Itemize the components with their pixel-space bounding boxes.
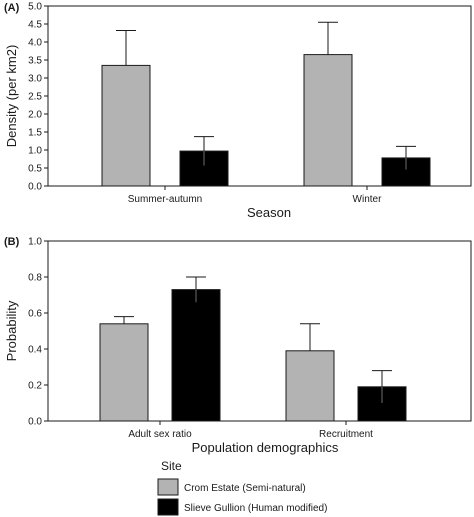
- panel-a-bar-crom-1: [303, 54, 353, 187]
- panel-a-y-tick-label: 4.0: [28, 38, 42, 49]
- panel-a: (A) Density (per km2) Season 0.0 0.5 1.0 1.…: [4, 2, 472, 220]
- panel-a-y-tick-label: 2.0: [28, 110, 42, 121]
- panel-b-plot-frame: [47, 240, 472, 422]
- panel-b-y-tick-label: 0.0: [28, 417, 42, 428]
- panel-a-y-axis-label: Density (per km2): [4, 45, 19, 148]
- panel-b-y-tick-label: 0.4: [28, 345, 42, 356]
- panel-a-x-axis-label: Season: [247, 205, 291, 220]
- panel-a-y-tick-label: 4.5: [28, 20, 42, 31]
- panel-a-x-tick-label: Winter: [353, 194, 383, 205]
- panel-a-y-tick-label: 2.5: [28, 92, 42, 103]
- panel-a-y-tick-label: 3.0: [28, 74, 42, 85]
- panel-b-bar-crom-0: [99, 323, 149, 422]
- panel-b-bar-slieve-0: [171, 289, 221, 422]
- panel-a-y-tick-label: 5.0: [28, 2, 42, 13]
- panel-b-x-axis-label: Population demographics: [192, 440, 339, 455]
- panel-b-label: (B): [4, 236, 20, 248]
- panel-a-x-tick-label: Summer-autumn: [128, 194, 202, 205]
- legend-label-crom: Crom Estate (Semi-natural): [184, 483, 306, 494]
- panel-a-label: (A): [4, 2, 20, 14]
- panel-b-y-tick-label: 0.2: [28, 381, 42, 392]
- panel-b-bar-crom-1: [285, 350, 335, 422]
- panel-b-x-tick-label: Adult sex ratio: [128, 429, 192, 440]
- panel-b: (B) Probability Population demographics …: [4, 236, 472, 455]
- panel-a-bar-slieve-0: [179, 150, 229, 187]
- panel-b-x-tick-label: Recruitment: [319, 429, 373, 440]
- panel-b-y-axis-label: Probability: [4, 300, 19, 361]
- legend-swatch-crom: [157, 478, 179, 496]
- panel-a-bar-crom-0: [101, 64, 151, 187]
- panel-a-y-tick-label: 0.0: [28, 182, 42, 193]
- legend-label-slieve: Slieve Gullion (Human modified): [184, 503, 327, 514]
- legend-swatch-slieve: [157, 498, 179, 516]
- panel-b-y-tick-label: 0.6: [28, 309, 42, 320]
- panel-b-y-tick-label: 1.0: [28, 237, 42, 248]
- panel-a-y-tick-label: 0.5: [28, 164, 42, 175]
- legend: Site Crom Estate (Semi-natural) Slieve G…: [157, 459, 327, 516]
- legend-title: Site: [161, 459, 182, 473]
- panel-a-y-tick-label: 1.5: [28, 128, 42, 139]
- panel-b-y-tick-label: 0.8: [28, 273, 42, 284]
- panel-a-y-tick-label: 3.5: [28, 56, 42, 67]
- panel-a-y-tick-label: 1.0: [28, 146, 42, 157]
